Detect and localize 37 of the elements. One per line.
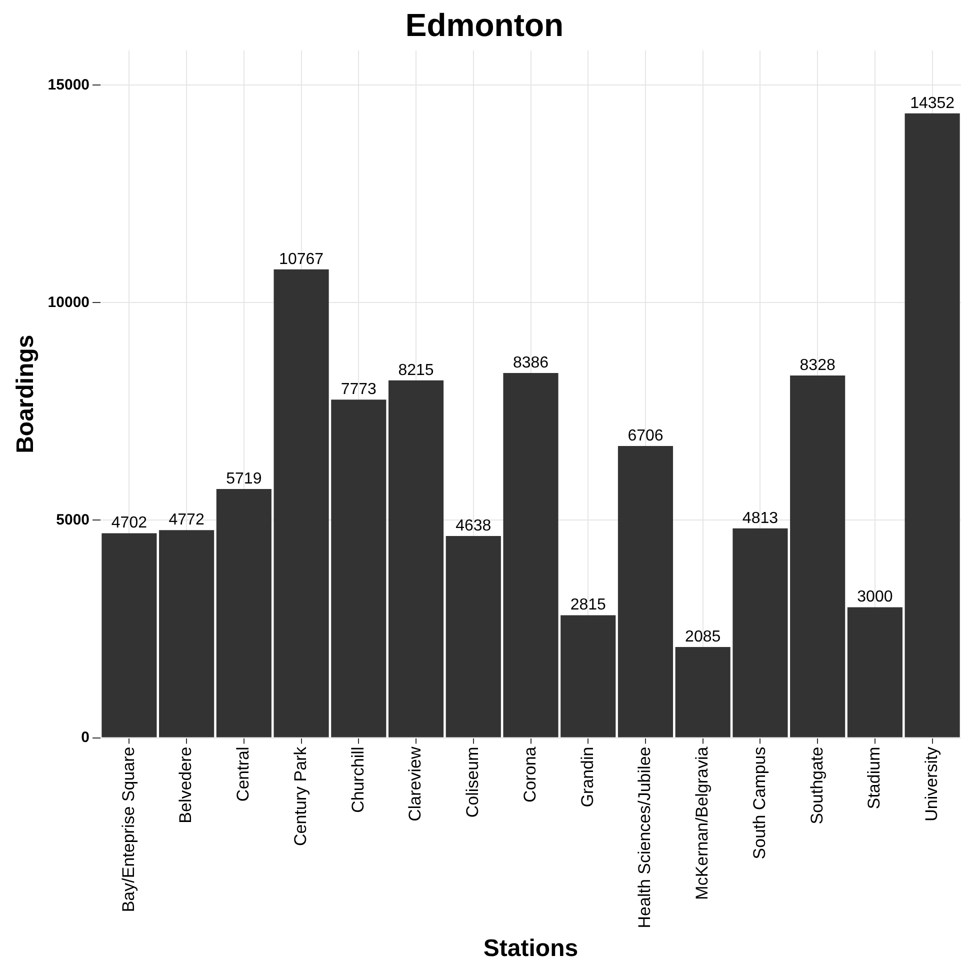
x-tick-label: Bay/Enteprise Square <box>118 746 138 912</box>
x-tick-label: Clareview <box>406 746 425 822</box>
data-label: 2815 <box>570 596 606 614</box>
data-label: 3000 <box>857 588 893 606</box>
data-label: 8386 <box>512 354 549 372</box>
data-label: 5719 <box>226 470 262 488</box>
x-tick-label: Stadium <box>864 746 884 810</box>
data-label: 2085 <box>685 628 721 646</box>
y-tick-label: 5000 <box>56 511 90 528</box>
data-label: 7773 <box>340 381 377 398</box>
x-tick-label: Corona <box>520 746 540 803</box>
x-tick-label: Century Park <box>290 746 310 846</box>
x-tick-label: Churchill <box>348 746 368 813</box>
data-label: 4702 <box>111 514 148 532</box>
x-tick-label: South Campus <box>750 746 769 860</box>
x-tick-label: University <box>922 746 942 822</box>
y-tick-label: 10000 <box>48 294 90 311</box>
x-axis-title: Stations <box>483 935 578 962</box>
y-tick-label: 15000 <box>48 76 90 94</box>
x-tick-label: Belvedere <box>176 746 196 824</box>
y-axis-title: Boardings <box>12 334 40 454</box>
x-tick-label: Health Sciences/Jubilee <box>635 746 654 928</box>
x-tick-label: Central <box>234 746 253 802</box>
chart-title: Edmonton <box>405 7 564 44</box>
data-label: 6706 <box>628 427 664 444</box>
data-label: 8215 <box>398 362 434 379</box>
x-tick-label: Southgate <box>807 746 826 824</box>
data-label: 14352 <box>910 94 955 112</box>
data-label: 4772 <box>168 512 204 529</box>
x-tick-label: Coliseum <box>463 746 482 818</box>
y-tick-label: 0 <box>81 728 90 746</box>
data-label: 10767 <box>279 250 324 268</box>
data-label: 4813 <box>742 510 778 527</box>
x-tick-label: McKernan/Belgravia <box>692 746 712 900</box>
x-tick-label: Grandin <box>578 746 597 808</box>
data-label: 4638 <box>456 517 492 534</box>
data-label: 8328 <box>800 356 836 374</box>
